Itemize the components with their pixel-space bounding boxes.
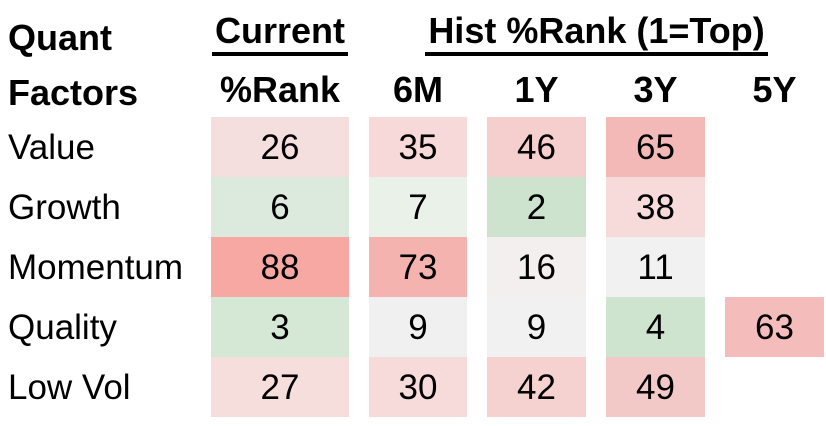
heatmap-cell: 65 bbox=[606, 117, 705, 177]
column-header-percent-rank: %Rank bbox=[219, 69, 341, 110]
heatmap-cell: 4 bbox=[606, 297, 705, 357]
heatmap-cell: 26 bbox=[211, 117, 349, 177]
column-group-hist: Hist %Rank (1=Top) bbox=[369, 0, 824, 62]
heatmap-cell: 3 bbox=[211, 297, 349, 357]
row-label-momentum: Momentum bbox=[8, 247, 184, 287]
column-header-3y: 3Y bbox=[633, 69, 678, 110]
heatmap-cell: 7 bbox=[369, 177, 467, 237]
heatmap-cell: 46 bbox=[487, 117, 586, 177]
heatmap-cell: 63 bbox=[725, 297, 824, 357]
column-header-5y: 5Y bbox=[752, 69, 797, 110]
column-group-current-label: Current bbox=[211, 13, 348, 56]
heatmap-cell: 49 bbox=[606, 357, 705, 417]
heatmap-cell-empty bbox=[725, 177, 824, 237]
heatmap-cell: 6 bbox=[211, 177, 349, 237]
heatmap-cell: 9 bbox=[369, 297, 467, 357]
heatmap-cell-empty bbox=[725, 357, 824, 417]
column-header-6m: 6M bbox=[392, 69, 443, 110]
column-header-1y: 1Y bbox=[514, 69, 559, 110]
column-group-hist-label: Hist %Rank (1=Top) bbox=[425, 13, 768, 56]
row-label-growth: Growth bbox=[8, 187, 121, 227]
heatmap-cell: 16 bbox=[487, 237, 586, 297]
heatmap-cell: 11 bbox=[606, 237, 705, 297]
quant-factors-table: Quant Current Hist %Rank (1=Top) Factors… bbox=[8, 0, 824, 417]
heatmap-cell: 2 bbox=[487, 177, 586, 237]
row-label-low-vol: Low Vol bbox=[8, 367, 131, 407]
heatmap-cell-empty bbox=[725, 237, 824, 297]
heatmap-cell: 35 bbox=[369, 117, 467, 177]
heatmap-cell: 42 bbox=[487, 357, 586, 417]
heatmap-cell: 88 bbox=[211, 237, 349, 297]
heatmap-cell: 30 bbox=[369, 357, 467, 417]
heatmap-cell: 27 bbox=[211, 357, 349, 417]
row-label-value: Value bbox=[8, 127, 95, 167]
row-label-quality: Quality bbox=[8, 307, 117, 347]
heatmap-cell: 73 bbox=[369, 237, 467, 297]
column-group-current: Current bbox=[211, 0, 349, 62]
heatmap-cell: 38 bbox=[606, 177, 705, 237]
table-title-line2: Factors bbox=[8, 72, 139, 113]
heatmap-cell: 9 bbox=[487, 297, 586, 357]
heatmap-cell-empty bbox=[725, 117, 824, 177]
table-title-line1: Quant bbox=[8, 17, 112, 58]
